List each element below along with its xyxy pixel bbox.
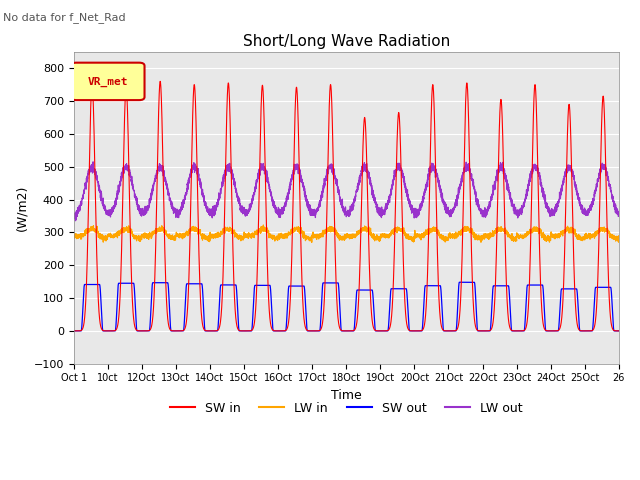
SW out [537,282,545,288]
LW in [183,228,191,234]
Line: SW out: SW out [74,282,619,331]
SW out [183,281,191,287]
LW out [396,164,404,169]
SW in [496,112,504,118]
Legend: SW in, LW in, SW out, LW out: SW in, LW in, SW out, LW out [164,397,528,420]
Y-axis label: (W/m2): (W/m2) [15,184,28,231]
LW out [89,159,97,165]
SW in [156,78,164,84]
LW out [615,212,623,218]
SW in [523,323,531,328]
Title: Short/Long Wave Radiation: Short/Long Wave Radiation [243,34,450,49]
LW in [367,225,374,231]
LW in [259,222,267,228]
LW in [70,233,77,239]
Line: LW out: LW out [74,162,619,221]
SW out [456,279,463,285]
SW out [523,291,531,297]
LW in [615,233,623,239]
LW in [496,226,504,231]
X-axis label: Time: Time [331,389,362,402]
SW out [396,286,403,291]
SW out [367,287,374,293]
LW in [396,227,404,233]
LW out [183,186,191,192]
FancyBboxPatch shape [71,63,145,100]
Line: SW in: SW in [74,81,619,331]
SW in [183,315,191,321]
SW out [70,328,77,334]
LW in [308,240,316,245]
Text: No data for f_Net_Rad: No data for f_Net_Rad [3,12,126,23]
LW out [70,214,77,220]
SW in [537,282,545,288]
SW in [396,120,403,126]
LW in [523,232,531,238]
SW in [615,328,623,334]
SW out [496,283,504,288]
LW out [496,163,504,169]
LW in [537,229,545,235]
LW out [367,177,374,183]
SW in [70,328,77,334]
LW out [72,218,79,224]
LW out [537,178,545,184]
SW out [615,328,623,334]
SW in [367,292,374,298]
Text: VR_met: VR_met [87,76,128,86]
Line: LW in: LW in [74,225,619,242]
LW out [523,192,531,198]
